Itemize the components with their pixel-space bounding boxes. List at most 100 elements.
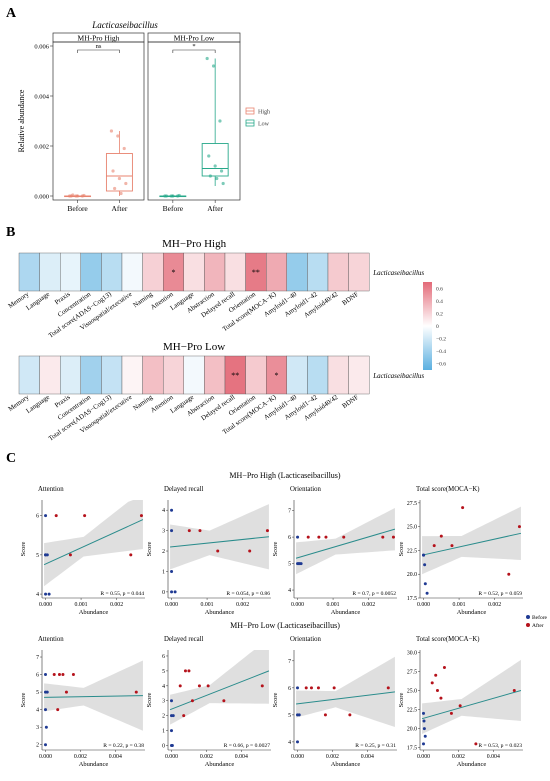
point-after: [222, 699, 226, 703]
point-after: [442, 666, 446, 670]
sig-bracket-1: [172, 49, 216, 53]
scatter-plot-title: Orientation: [290, 636, 322, 643]
scatter-xlabel: Abundance: [331, 761, 361, 768]
y-tick-label: 1: [162, 569, 165, 575]
point-before: [299, 562, 303, 566]
heatmap-cell: [80, 252, 102, 292]
ci-band: [44, 660, 143, 731]
panel-a-xtick: Before: [163, 204, 184, 213]
point-after: [342, 535, 346, 539]
y-tick-label: 22.5: [407, 548, 417, 554]
point-before: [44, 592, 48, 596]
point-before: [169, 729, 173, 733]
point-after: [309, 686, 313, 690]
heatmap-row-label-1: Lacticaseibacillus: [372, 372, 424, 380]
point-before: [47, 592, 51, 596]
heatmap-title-0: MH−Pro High: [162, 238, 226, 250]
heatmap-cell: [80, 355, 102, 395]
point-before: [169, 744, 173, 748]
x-tick-label: 0.000: [291, 602, 304, 608]
point-before: [421, 742, 425, 746]
y-tick-label: 4: [162, 684, 165, 690]
box-point: [213, 164, 217, 168]
point-after: [83, 514, 87, 518]
point-after: [348, 713, 352, 717]
panel-a-ytick: 0.004: [34, 94, 49, 101]
heatmap-star: **: [252, 268, 260, 277]
heatmap-cell: [266, 252, 288, 292]
y-tick-label: 2: [36, 743, 39, 749]
heatmap-star: **: [231, 371, 239, 380]
heatmap-cell: [60, 252, 82, 292]
x-tick-label: 0.001: [75, 602, 88, 608]
point-after: [316, 686, 320, 690]
y-tick-label: 4: [288, 588, 291, 594]
scatter-xlabel: Abundance: [79, 609, 109, 616]
box-point: [205, 56, 209, 61]
x-tick-label: 0.002: [74, 754, 87, 760]
legend-label-1: Low: [258, 122, 270, 128]
x-tick-label: 0.002: [110, 602, 123, 608]
panel-a-xtick: Before: [67, 204, 88, 213]
x-tick-label: 0.000: [39, 602, 52, 608]
heatmap-cell: [286, 355, 308, 395]
stat-label: R = 0.7, p = 0.0052: [352, 591, 396, 597]
x-tick-label: 0.004: [109, 754, 122, 760]
box-point: [177, 193, 181, 198]
box-point: [211, 64, 216, 68]
point-before: [170, 569, 174, 573]
heatmap-cell: [327, 355, 349, 395]
fit-line: [169, 670, 270, 711]
y-tick-label: 4: [288, 740, 291, 746]
scatter-ylabel: Score: [398, 692, 405, 707]
y-tick-label: 2: [162, 714, 165, 720]
box-point: [109, 129, 114, 133]
scatter-row-title-1: MH−Pro Low (Lacticaseibacillus): [230, 621, 340, 630]
point-after: [134, 690, 138, 694]
x-tick-label: 0.004: [487, 754, 500, 760]
box-body: [201, 143, 229, 177]
point-after: [260, 684, 264, 688]
box-point: [219, 169, 224, 173]
point-after: [206, 684, 210, 688]
scatter-plot-title: Total score(MOCA−K): [416, 486, 480, 493]
sig-bracket-0: [77, 49, 120, 53]
heatmap-cell: [121, 252, 143, 292]
heatmap-cell: [286, 252, 308, 292]
box-point: [221, 181, 225, 186]
point-after: [190, 699, 194, 703]
y-tick-label: 4: [36, 592, 39, 598]
stat-label: R = 0.25, p = 0.31: [355, 743, 396, 749]
scatter-xlabel: Abundance: [457, 609, 487, 616]
y-tick-label: 30.0: [407, 650, 417, 656]
point-before: [170, 529, 174, 533]
y-tick-label: 25.0: [407, 688, 417, 694]
panel-a-xtick: After: [112, 204, 128, 213]
fit-line: [170, 536, 269, 548]
point-before: [170, 508, 174, 512]
point-before: [170, 590, 174, 594]
ci-band: [170, 504, 269, 570]
sig-label-0: ns: [96, 43, 102, 50]
box-point: [75, 194, 80, 198]
scatter-xlabel: Abundance: [331, 609, 361, 616]
point-after: [434, 673, 438, 677]
x-tick-label: 0.000: [291, 754, 304, 760]
point-after: [435, 688, 439, 692]
heatmap-cell: [18, 252, 40, 292]
point-after: [391, 535, 395, 539]
facet-frame-1: [147, 41, 241, 201]
fit-line: [43, 519, 144, 566]
y-tick-label: 0: [162, 590, 165, 596]
heatmap-cell: [224, 252, 246, 292]
scatter-plot-title: Orientation: [290, 486, 322, 493]
box-point: [111, 169, 115, 173]
y-tick-label: 5: [162, 669, 165, 675]
heatmap-cell: [39, 252, 61, 292]
y-tick-label: 17.5: [407, 746, 417, 752]
box-point: [124, 181, 128, 186]
y-tick-label: 7: [288, 659, 291, 665]
heatmap-cell: [204, 355, 226, 395]
facet-frame-0: [52, 41, 145, 201]
